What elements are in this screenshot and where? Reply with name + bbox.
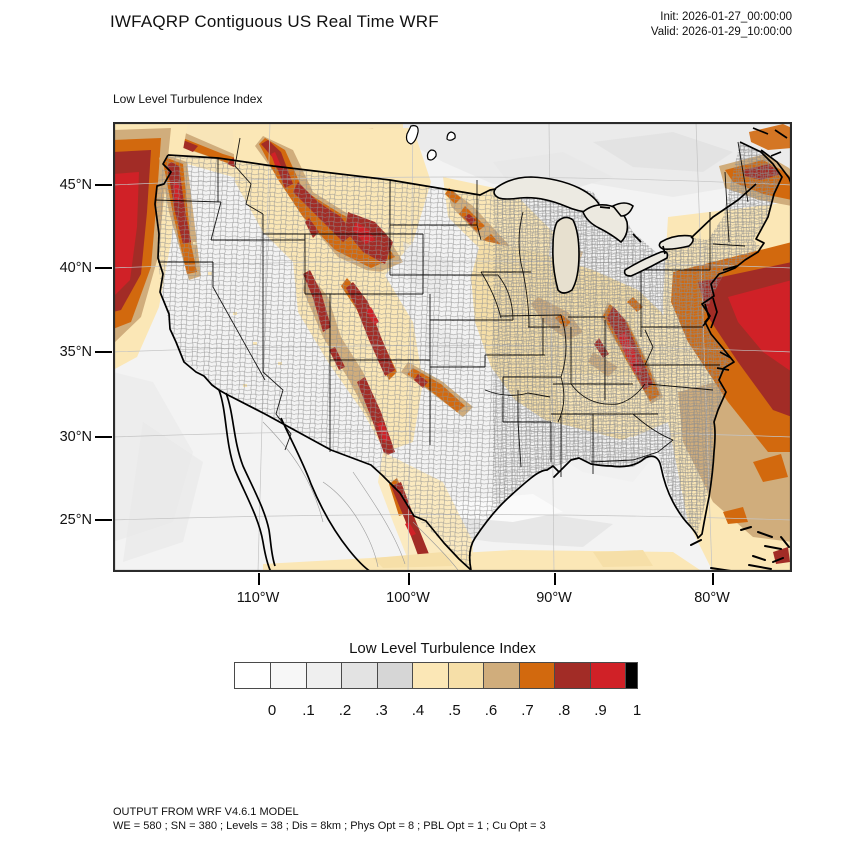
- colorbar-tick: .4: [411, 702, 425, 719]
- colorbar-cell: [341, 662, 378, 689]
- colorbar-tick: 1: [632, 702, 642, 719]
- lon-tick-mark: [258, 573, 260, 585]
- lat-tick-label: 30°N: [59, 429, 92, 445]
- lon-tick-mark: [408, 573, 410, 585]
- lat-tick-label: 40°N: [59, 260, 92, 276]
- colorbar-title: Low Level Turbulence Index: [349, 640, 536, 657]
- run-times: Init: 2026-01-27_00:00:00 Valid: 2026-01…: [651, 10, 792, 40]
- field-label: Low Level Turbulence Index: [113, 92, 263, 106]
- lat-tick-mark: [95, 351, 112, 353]
- lat-tick-label: 35°N: [59, 344, 92, 360]
- colorbar-tick: .5: [448, 702, 461, 719]
- colorbar-tick: .3: [375, 702, 388, 719]
- colorbar-cell: [305, 662, 342, 689]
- lat-tick-mark: [95, 267, 112, 269]
- lon-tick-label: 80°W: [694, 590, 730, 606]
- model-output-line: OUTPUT FROM WRF V4.6.1 MODEL: [113, 806, 299, 818]
- colorbar-cell: [483, 662, 520, 689]
- colorbar-tick: .8: [557, 702, 571, 719]
- map-frame: [113, 122, 792, 572]
- lon-tick-mark: [712, 573, 714, 585]
- map-canvas: [113, 122, 792, 572]
- colorbar-cell: [234, 662, 271, 689]
- init-time: Init: 2026-01-27_00:00:00: [660, 11, 792, 23]
- plot-title: IWFAQRP Contiguous US Real Time WRF: [110, 12, 439, 31]
- lon-tick-mark: [554, 573, 556, 585]
- colorbar-cell: [270, 662, 307, 689]
- colorbar-tick: .7: [521, 702, 534, 719]
- lat-tick-mark: [95, 184, 112, 186]
- turbulence-map: [113, 122, 792, 572]
- colorbar-tick: .9: [594, 702, 607, 719]
- colorbar-cell: [412, 662, 449, 689]
- colorbar: [234, 662, 638, 689]
- valid-time: Valid: 2026-01-29_10:00:00: [650, 26, 792, 38]
- colorbar-cell: [447, 662, 484, 689]
- lat-tick-mark: [95, 436, 112, 438]
- colorbar-tick: .6: [484, 702, 498, 719]
- lat-tick-mark: [95, 519, 112, 521]
- lat-tick-label: 25°N: [59, 512, 92, 528]
- colorbar-cell: [625, 662, 638, 689]
- colorbar-tick: .2: [338, 702, 352, 719]
- colorbar-cell: [589, 662, 626, 689]
- colorbar-cell: [376, 662, 413, 689]
- colorbar-cell: [518, 662, 555, 689]
- lon-tick-label: 100°W: [386, 590, 430, 606]
- lon-tick-label: 90°W: [536, 590, 572, 606]
- lon-tick-label: 110°W: [236, 590, 280, 606]
- colorbar-tick: .1: [302, 702, 315, 719]
- colorbar-cell: [554, 662, 591, 689]
- colorbar-tick: 0: [267, 702, 277, 719]
- lat-tick-label: 45°N: [59, 177, 92, 193]
- model-config-line: WE = 580 ; SN = 380 ; Levels = 38 ; Dis …: [113, 820, 546, 832]
